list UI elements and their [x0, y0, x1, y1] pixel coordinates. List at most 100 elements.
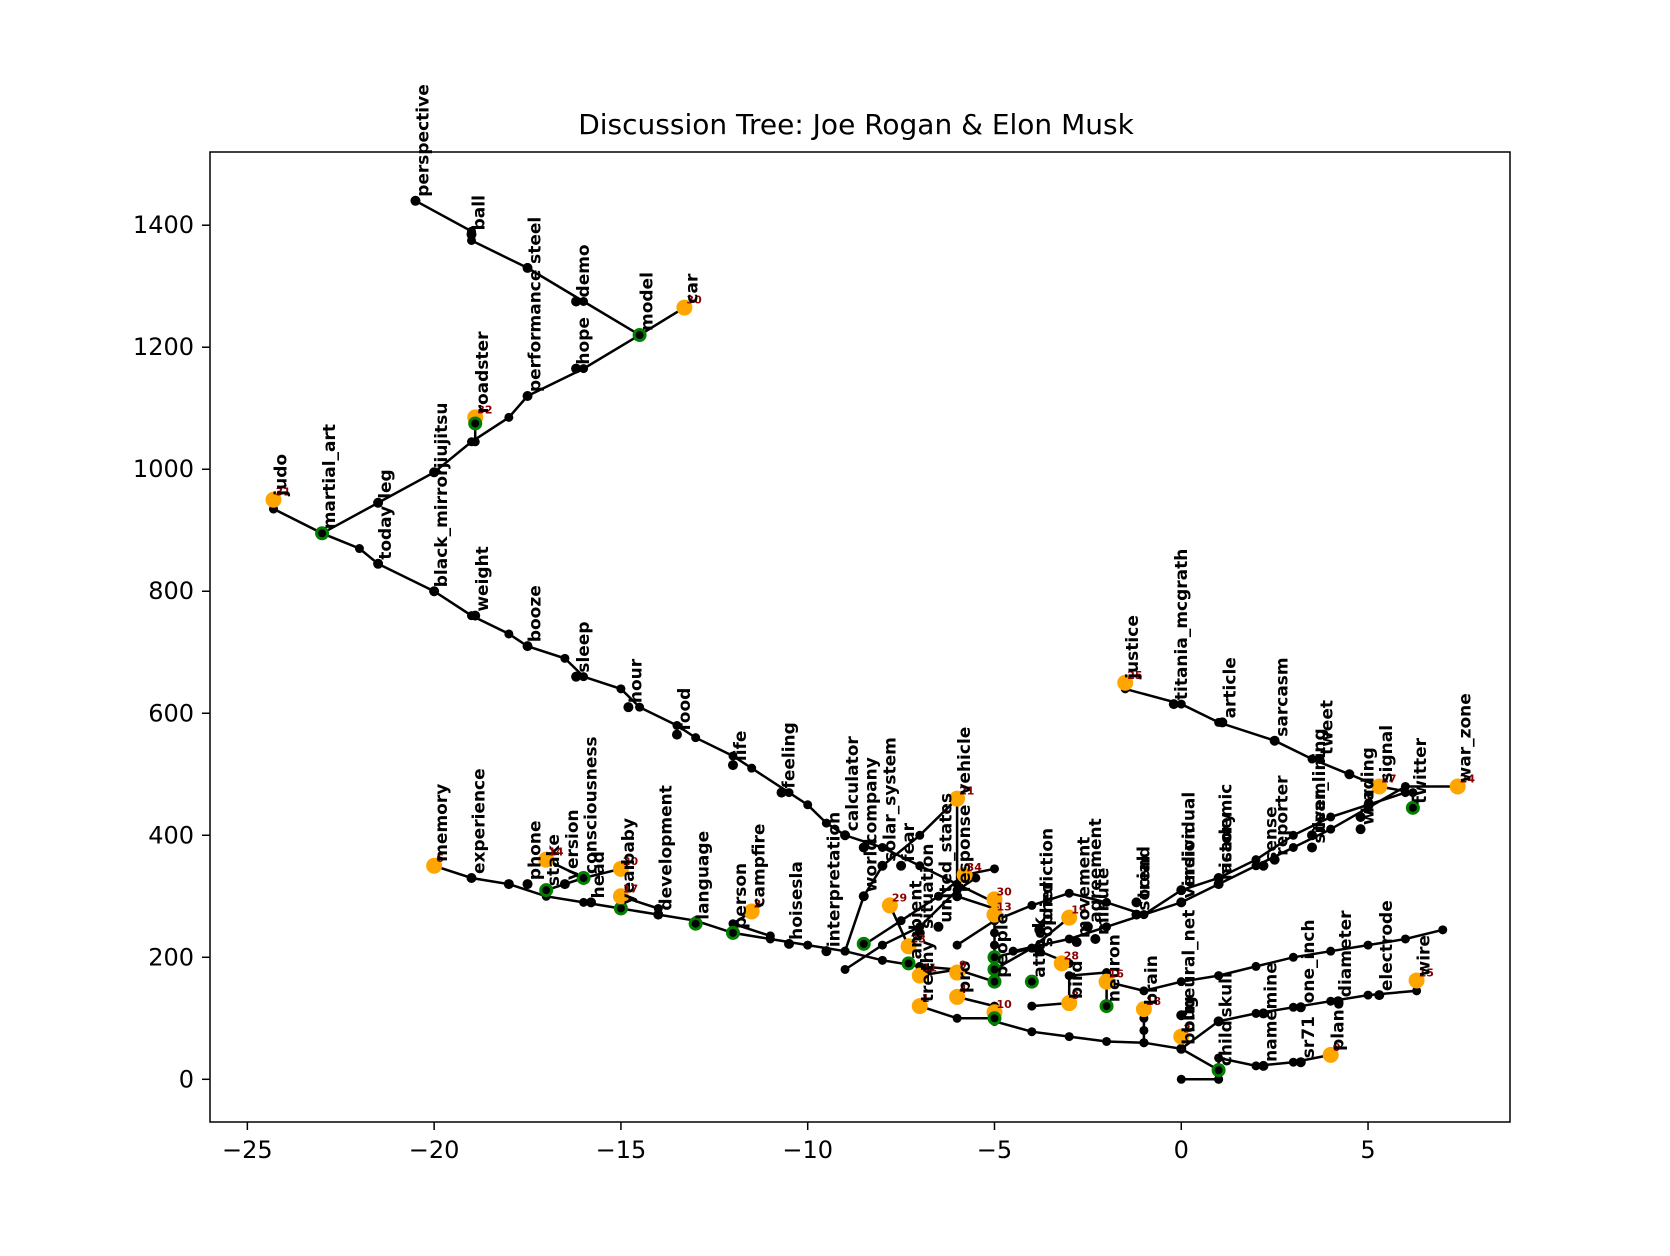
- end-node: [986, 906, 1003, 923]
- topic-node: [1071, 937, 1082, 948]
- branch-point: [1064, 971, 1074, 981]
- end-node: [900, 938, 917, 955]
- topic-node: [429, 467, 440, 478]
- topic-node: [1090, 933, 1101, 944]
- end-node: [1053, 955, 1070, 972]
- end-node: [676, 299, 693, 316]
- branch-point: [1251, 855, 1261, 865]
- topic-node: [776, 787, 787, 798]
- end-node: [881, 897, 898, 914]
- node-number: 15: [1419, 966, 1434, 979]
- node-label: interpretation: [824, 812, 844, 947]
- branch-point: [747, 763, 757, 773]
- branch-point: [1412, 986, 1422, 996]
- node-label: bad: [1359, 777, 1379, 813]
- topic-node: [1333, 996, 1344, 1007]
- branch-point: [504, 629, 514, 639]
- node-label: minute: [1093, 868, 1113, 935]
- topic-node: [1374, 990, 1385, 1001]
- node-label: neuron: [1105, 934, 1125, 1002]
- node-number: 31: [276, 486, 291, 499]
- branch-point: [840, 946, 850, 956]
- node-label: jiujitsu: [432, 403, 452, 470]
- node-label: mine: [1261, 962, 1281, 1009]
- node-label: person: [731, 863, 751, 929]
- branch-line: [272, 507, 996, 904]
- topic-node: [671, 729, 682, 740]
- topic-node: [1307, 842, 1318, 853]
- node-label: trend: [1134, 846, 1154, 898]
- node-number: 6: [436, 852, 444, 865]
- node-label: response: [955, 805, 975, 893]
- branch-point: [989, 940, 999, 950]
- y-tick-label: 800: [148, 577, 194, 605]
- branch-point: [579, 897, 589, 907]
- node-label: individual: [1179, 792, 1199, 886]
- node-label: food: [675, 688, 695, 731]
- branch-point: [1064, 888, 1074, 898]
- branch-point: [1408, 788, 1418, 798]
- node-label: people: [992, 913, 1012, 978]
- y-tick-label: 1000: [133, 455, 194, 483]
- topic-node: [840, 830, 851, 841]
- topic-node: [1168, 699, 1179, 710]
- node-number: 9: [959, 959, 967, 972]
- x-tick-label: −15: [596, 1136, 647, 1164]
- branch-point: [989, 864, 999, 874]
- node-number: 30: [686, 294, 702, 307]
- node-label: war_zone: [1456, 693, 1476, 782]
- node-number: 16: [1109, 968, 1125, 981]
- node-number: 13: [996, 901, 1011, 914]
- node-label: neural_net: [1179, 910, 1199, 1012]
- node-number: 30: [996, 885, 1012, 898]
- branch-point: [1326, 812, 1336, 822]
- node-number: 18: [1146, 995, 1161, 1008]
- topic-node: [571, 363, 582, 374]
- branch-point: [1307, 754, 1317, 764]
- node-label: memory: [432, 784, 452, 862]
- node-center: [471, 419, 480, 428]
- branch-point: [1288, 830, 1298, 840]
- node-label: martial_art: [320, 424, 340, 529]
- node-label: language: [694, 831, 714, 920]
- end-node: [1408, 972, 1425, 989]
- node-number: 27: [1381, 772, 1396, 785]
- topic-node: [1213, 1016, 1224, 1027]
- node-center: [579, 873, 588, 882]
- topic-node: [466, 229, 477, 240]
- node-label: black_mirror: [432, 467, 452, 587]
- node-label: consciousness: [582, 736, 602, 874]
- branch-point: [803, 940, 813, 950]
- node-label: bird: [1067, 960, 1087, 999]
- node-label: booze: [526, 585, 546, 642]
- node-label: name: [1261, 1009, 1281, 1062]
- branch-point: [1139, 986, 1149, 996]
- branch-point: [579, 672, 589, 682]
- topic-node: [1082, 921, 1093, 932]
- node-label: weight: [473, 546, 493, 611]
- branch-line: [1123, 682, 1415, 808]
- branch-point: [1363, 800, 1373, 810]
- branch-point: [1288, 1057, 1298, 1067]
- y-tick-label: 600: [148, 699, 194, 727]
- branch-point: [1214, 1074, 1224, 1084]
- branch-point: [1288, 952, 1298, 962]
- topic-node: [653, 909, 664, 920]
- node-number: 11: [922, 962, 937, 975]
- branch-point: [915, 830, 925, 840]
- branch-point: [1288, 842, 1298, 852]
- node-label: baby: [619, 818, 639, 865]
- topic-node: [1314, 754, 1325, 765]
- x-tick-label: −10: [782, 1136, 833, 1164]
- node-number: 32: [477, 403, 492, 416]
- node-label: situation: [918, 843, 938, 928]
- node-center: [542, 886, 551, 895]
- node-label: leg: [376, 469, 396, 499]
- node-center: [1027, 977, 1036, 986]
- end-node: [1449, 778, 1466, 795]
- node-label: united_states: [936, 793, 956, 923]
- node-label: year: [619, 861, 639, 904]
- node-number: 14: [548, 846, 564, 859]
- topic-node: [522, 262, 533, 273]
- branch-point: [933, 891, 943, 901]
